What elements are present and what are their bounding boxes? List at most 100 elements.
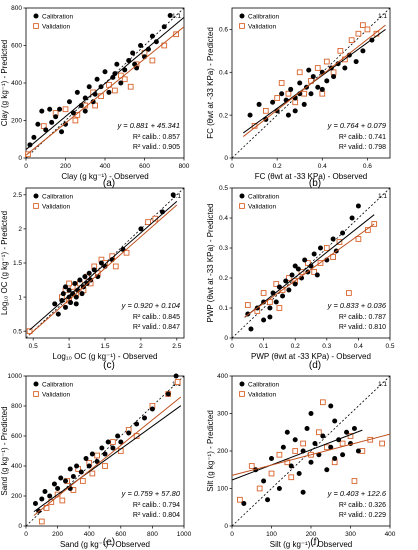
legend-validation-marker xyxy=(239,23,245,29)
calibration-point xyxy=(82,108,88,114)
validation-point xyxy=(379,440,385,447)
x-tick-label: 800 xyxy=(147,531,158,538)
validation-point xyxy=(127,83,134,90)
calibration-point xyxy=(149,406,155,412)
calibration-point xyxy=(63,284,68,290)
legend-calibration-marker xyxy=(239,193,245,199)
calibration-point xyxy=(31,134,37,140)
calibration-point xyxy=(296,471,302,476)
calibration-point xyxy=(340,230,346,236)
calibration-point xyxy=(256,101,262,107)
calibration-point xyxy=(344,429,350,435)
chart-panel-a: 1:1 0 200 400 600 800 0 200 400 600 800 Calibration… xyxy=(0,5,190,189)
calibration-point xyxy=(94,459,100,464)
calibration-point xyxy=(39,108,45,114)
calibration-fit-line xyxy=(29,200,178,331)
x-tick-label: 0 xyxy=(230,163,234,170)
r2-validation: R² valid.: 0.804 xyxy=(133,512,180,519)
regression-equation: y = 0.759 + 57.80 xyxy=(121,489,181,498)
x-tick-label: 0.4 xyxy=(354,343,363,350)
calibration-point xyxy=(53,114,59,120)
calibration-point xyxy=(292,263,298,269)
calibration-point xyxy=(276,486,282,491)
y-tick-label: 200 xyxy=(217,448,228,455)
calibration-point xyxy=(355,203,361,209)
validation-point xyxy=(320,399,326,406)
calibration-point xyxy=(292,437,298,443)
calibration-point xyxy=(114,61,120,67)
validation-point xyxy=(348,37,355,43)
validation-point xyxy=(80,478,86,484)
plot-frame xyxy=(25,375,185,527)
panel-label: (b) xyxy=(309,178,321,189)
y-tick-label: 0 xyxy=(224,155,228,162)
validation-point xyxy=(123,249,130,256)
calibration-point xyxy=(349,215,355,221)
x-tick-label: 0.4 xyxy=(318,163,327,170)
calibration-point xyxy=(161,24,167,30)
calibration-point xyxy=(142,415,147,421)
legend-validation-marker xyxy=(33,23,39,29)
calibration-point xyxy=(32,501,38,506)
calibration-point xyxy=(165,391,171,397)
y-tick-label: 0.3 xyxy=(219,245,228,252)
x-tick-label: 0.3 xyxy=(322,343,331,350)
calibration-point xyxy=(68,300,74,306)
panels: 1:10 200 400 600 8000200400600800Calibration… xyxy=(0,5,396,549)
legend-calibration-label: Calibration xyxy=(248,381,279,388)
calibration-point xyxy=(332,418,338,424)
calibration-point xyxy=(308,459,314,465)
chart-panel-f: 1:1 0 100 200 300 400 0 100 200 300 400 Calibration… xyxy=(206,373,396,549)
calibration-point xyxy=(67,466,73,472)
calibration-point xyxy=(86,84,92,90)
validation-point xyxy=(316,429,322,436)
legend-validation-label: Validation xyxy=(42,391,70,398)
validation-point xyxy=(276,305,283,311)
validation-fit-line xyxy=(25,26,185,156)
validation-point xyxy=(286,275,292,281)
calibration-point xyxy=(269,456,274,461)
calibration-point xyxy=(79,291,85,297)
x-tick-label: 200 xyxy=(306,531,317,538)
one-to-one-label: 1:1 xyxy=(378,193,387,200)
calibration-point xyxy=(283,278,289,284)
legend-validation-marker xyxy=(239,203,245,209)
y-tick-label: 100 xyxy=(217,486,228,493)
regression-equation: y = 0.764 + 0.079 xyxy=(327,121,387,130)
calibration-point xyxy=(261,317,267,323)
calibration-point xyxy=(86,463,92,469)
legend-calibration-marker xyxy=(33,193,39,199)
calibration-fit-line xyxy=(244,214,375,318)
legend-validation-marker xyxy=(33,391,39,397)
x-tick-label: 200 xyxy=(52,531,63,538)
x-axis-label: PWP (θwt at -33 KPa) - Observed xyxy=(251,352,371,361)
legend-calibration-marker xyxy=(239,381,245,387)
validation-point xyxy=(268,470,275,477)
calibration-point xyxy=(308,91,314,97)
chart-panel-c: 1:1 0.5 1 1.5 2 2.5 0.5 1 1.5 2 2.5 Calibration Vali… xyxy=(0,187,185,371)
calibration-point xyxy=(280,293,286,299)
y-axis-label: PWP (θwt at -33 KPa) - Predicted xyxy=(206,203,215,322)
r2-validation: R² valid.: 0.905 xyxy=(133,144,180,151)
x-tick-label: 0.2 xyxy=(273,163,282,170)
validation-point xyxy=(301,90,308,97)
y-axis-label: FC (θwt at -33 KPa) - Predicted xyxy=(206,27,215,139)
calibration-point xyxy=(42,489,48,494)
validation-point xyxy=(337,48,344,54)
x-axis-label: Clay (g kg⁻¹) - Observed xyxy=(61,172,148,181)
validation-point xyxy=(244,302,251,308)
r2-calibration: R² calib.: 0.787 xyxy=(339,314,386,321)
calibration-point xyxy=(167,13,173,18)
validation-point xyxy=(62,106,69,113)
regression-equation: y = 0.833 + 0.036 xyxy=(327,301,387,310)
y-tick-label: 400 xyxy=(11,80,22,87)
calibration-point xyxy=(332,456,338,461)
calibration-point xyxy=(99,445,105,451)
calibration-point xyxy=(66,287,72,293)
validation-fit-line xyxy=(33,396,182,516)
validation-point xyxy=(314,65,321,71)
x-tick-label: 2.5 xyxy=(172,343,181,350)
calibration-point xyxy=(59,298,65,303)
validation-point xyxy=(102,463,108,469)
